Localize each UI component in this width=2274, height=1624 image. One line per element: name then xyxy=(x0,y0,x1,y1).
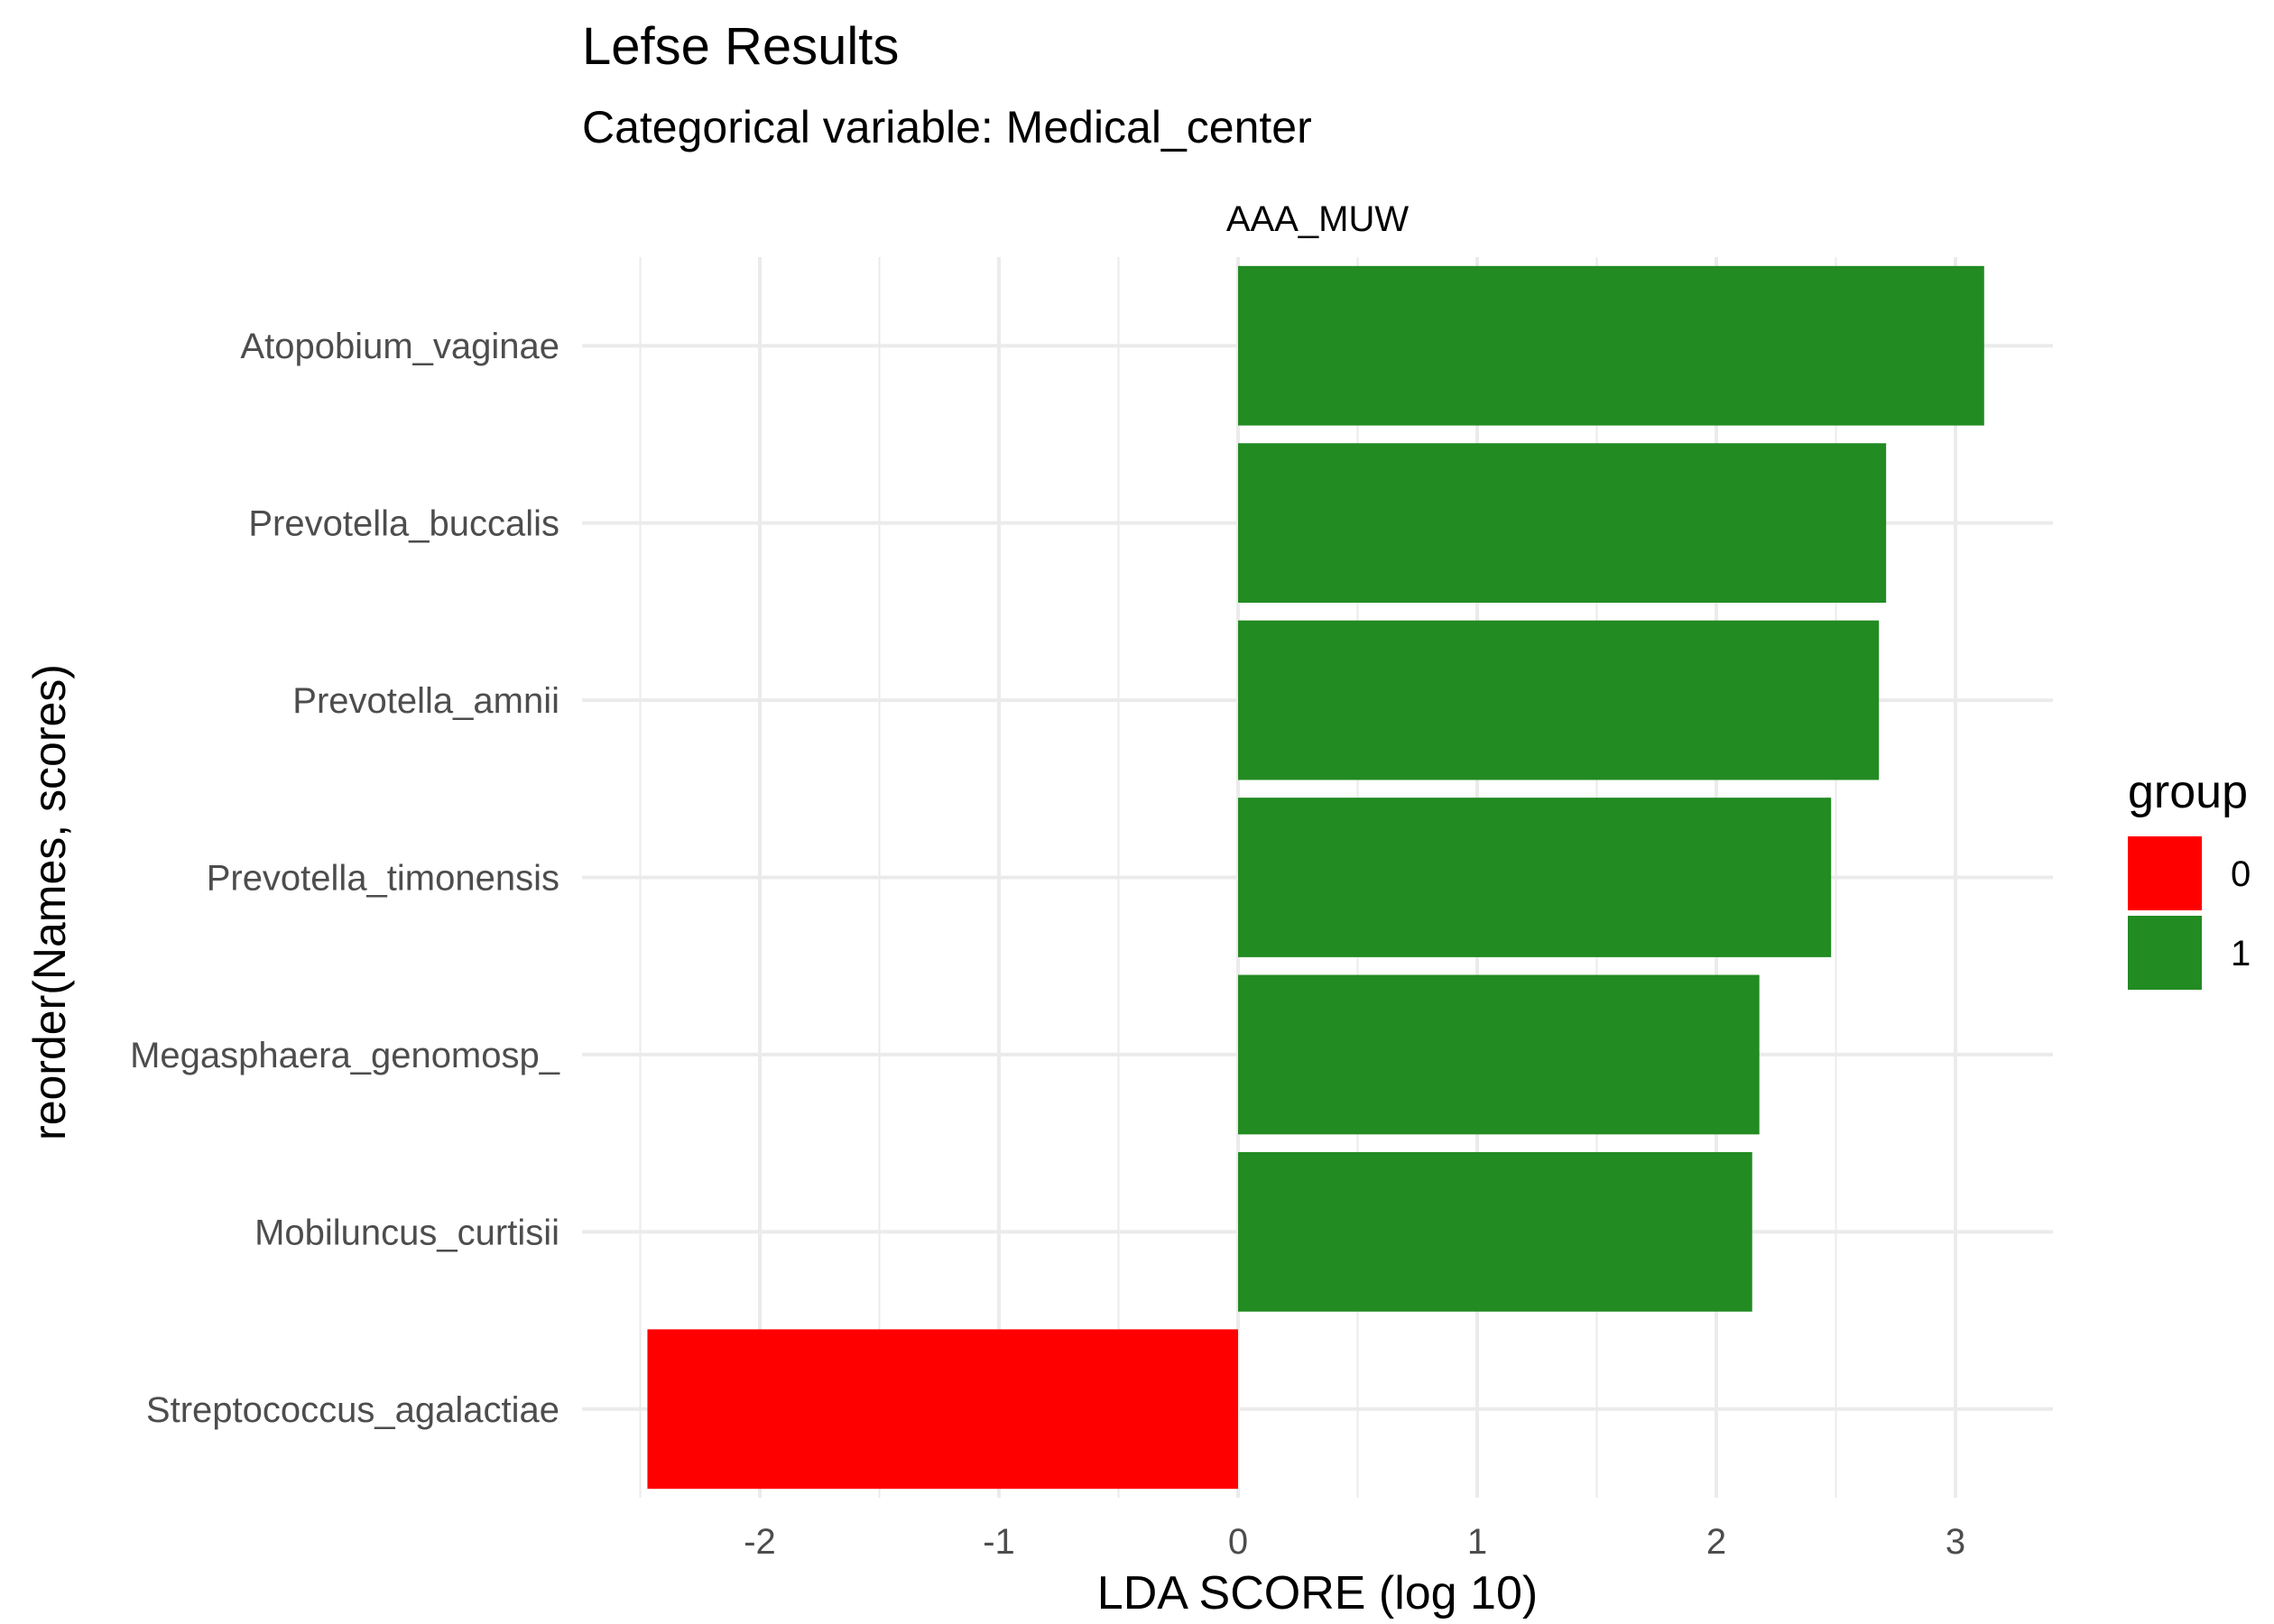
y-tick-label: Prevotella_amnii xyxy=(292,681,559,721)
legend-swatch xyxy=(2128,916,2202,990)
x-tick-label: -2 xyxy=(744,1522,776,1562)
x-axis-title: LDA SCORE (log 10) xyxy=(1097,1567,1538,1619)
legend-label: 0 xyxy=(2231,854,2251,894)
legend-swatch xyxy=(2128,836,2202,910)
bar-prevotella-amnii xyxy=(1238,620,1880,780)
chart-subtitle: Categorical variable: Medical_center xyxy=(582,102,1312,152)
bar-streptococcus-agalactiae xyxy=(647,1329,1238,1490)
x-tick-label: 2 xyxy=(1706,1522,1726,1562)
bar-prevotella-buccalis xyxy=(1238,443,1887,604)
x-tick-label: 0 xyxy=(1228,1522,1248,1562)
legend-label: 1 xyxy=(2231,934,2251,973)
y-tick-label: Prevotella_buccalis xyxy=(248,504,559,544)
legend-items: 01 xyxy=(2128,836,2251,990)
y-tick-label: Streptococcus_agalactiae xyxy=(146,1390,559,1430)
x-tick-label: -1 xyxy=(983,1522,1015,1562)
legend: group 01 xyxy=(2128,766,2251,990)
bars xyxy=(647,265,1984,1490)
y-axis-title: reorder(Names, scores) xyxy=(24,664,75,1140)
y-tick-label: Atopobium_vaginae xyxy=(240,327,559,366)
bar-prevotella-timonensis xyxy=(1238,798,1832,957)
x-tick-labels: -2 -1 0 1 2 3 xyxy=(744,1522,1965,1562)
chart-title: Lefse Results xyxy=(582,17,899,76)
facet-label: AAA_MUW xyxy=(1226,199,1409,239)
y-tick-label: Mobiluncus_curtisii xyxy=(254,1213,559,1252)
bar-megasphaera-genomosp- xyxy=(1238,974,1760,1135)
y-tick-label: Prevotella_timonensis xyxy=(207,859,559,899)
x-tick-label: 3 xyxy=(1946,1522,1965,1562)
x-tick-label: 1 xyxy=(1467,1522,1487,1562)
y-tick-labels: Atopobium_vaginae Prevotella_buccalis Prev… xyxy=(130,327,560,1430)
legend-title: group xyxy=(2128,766,2248,818)
bar-atopobium-vaginae xyxy=(1238,265,1984,426)
y-tick-label: Megasphaera_genomosp_ xyxy=(130,1036,560,1075)
bar-mobiluncus-curtisii xyxy=(1238,1151,1752,1312)
